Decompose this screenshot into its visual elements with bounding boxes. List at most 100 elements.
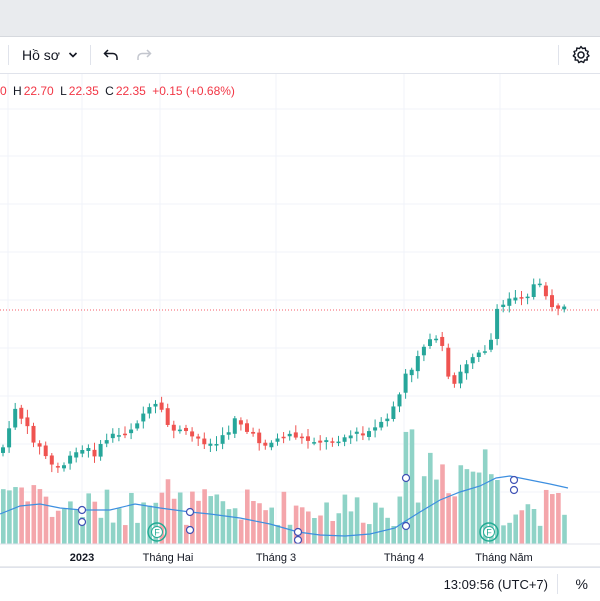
- volume-bar: [74, 509, 79, 544]
- volume-bar: [55, 510, 61, 544]
- volume-bar: [25, 501, 30, 544]
- candle-body: [434, 338, 439, 341]
- volume-bar: [458, 465, 464, 544]
- candle-body: [92, 449, 97, 457]
- candle-body: [7, 428, 12, 448]
- volume-bar: [104, 489, 110, 544]
- profile-label: Hồ sơ: [22, 47, 60, 63]
- volume-bar: [287, 524, 293, 544]
- event-marker: [509, 485, 519, 495]
- candle-body: [263, 442, 268, 446]
- volume-bar: [196, 500, 201, 544]
- status-clock[interactable]: 13:09:56 (UTC+7): [443, 577, 548, 592]
- time-axis-label: 2023: [70, 552, 94, 564]
- earnings-marker-inner: [151, 526, 163, 538]
- volume-bar: [184, 524, 189, 544]
- volume-bar: [238, 519, 244, 544]
- volume-bar: [13, 487, 18, 544]
- candle-body: [501, 304, 506, 308]
- volume-bar: [37, 489, 43, 544]
- volume-bar: [159, 492, 165, 544]
- candle-body: [74, 452, 79, 458]
- candle-body: [80, 450, 85, 454]
- volume-bar: [110, 522, 116, 544]
- redo-icon: [137, 49, 152, 60]
- volume-bar: [531, 508, 537, 544]
- volume-bar: [428, 452, 433, 544]
- candle-body: [62, 465, 66, 469]
- status-bar: 13:09:56 (UTC+7) %: [0, 567, 600, 601]
- volume-bar: [507, 522, 512, 544]
- candle-body: [257, 432, 262, 444]
- candle-body: [360, 433, 365, 436]
- candle-body: [19, 407, 24, 419]
- candle-body: [519, 297, 524, 299]
- candle-body: [312, 442, 317, 444]
- candle-body: [385, 418, 390, 422]
- time-axis-label: Tháng 4: [384, 552, 424, 564]
- candle-body: [287, 433, 292, 437]
- legend-high-value: 22.70: [23, 84, 54, 98]
- profile-dropdown[interactable]: Hồ sơ: [14, 43, 86, 67]
- volume-bar: [379, 507, 384, 544]
- volume-bar: [391, 525, 396, 544]
- volume-bar: [476, 472, 482, 544]
- earnings-marker: [147, 522, 167, 542]
- volume-bar: [550, 494, 555, 544]
- earnings-marker-label: F: [154, 528, 160, 538]
- event-marker: [185, 525, 195, 535]
- volume-bar: [275, 524, 281, 544]
- volume-bar: [165, 479, 171, 544]
- settings-button[interactable]: [568, 43, 594, 67]
- volume-bar: [556, 492, 561, 544]
- candle-body: [299, 436, 304, 439]
- candle-body: [129, 429, 134, 434]
- volume-bar: [373, 502, 378, 544]
- chart-canvas[interactable]: F F 2023 Tháng Hai Tháng 3 Tháng 4 Tháng Năm: [0, 74, 600, 566]
- volume-bar: [129, 492, 134, 544]
- volume-bar: [1, 489, 6, 544]
- volume-bar: [214, 494, 220, 544]
- volume-bar: [525, 504, 531, 544]
- candle-body: [336, 441, 341, 444]
- candle-body: [403, 373, 408, 393]
- candle-body: [220, 435, 225, 444]
- candle-body: [98, 443, 103, 457]
- toolbar-divider: [558, 45, 559, 65]
- candle-body: [86, 447, 91, 451]
- candle-body: [452, 375, 457, 384]
- volume-bar: [116, 508, 122, 544]
- ohlc-legend: 0 H 22.70 L 22.35 C 22.35 +0.15 (+0.68%): [0, 84, 237, 98]
- undo-button[interactable]: [98, 43, 124, 67]
- volume-bar: [31, 485, 37, 544]
- chart-pane[interactable]: F F 2023 Tháng Hai Tháng 3 Tháng 4 Tháng Năm 0…: [0, 74, 600, 566]
- candle-body: [421, 346, 426, 356]
- candle-body: [1, 447, 5, 453]
- candle-body: [31, 425, 36, 443]
- volume-bar: [251, 501, 256, 544]
- candle-body: [165, 408, 170, 425]
- candle-body: [318, 440, 323, 443]
- candle-body: [104, 440, 109, 444]
- legend-open-value: 0: [0, 84, 7, 98]
- volume-bar: [68, 501, 73, 544]
- candle-body: [159, 402, 164, 410]
- volume-bar: [348, 511, 354, 544]
- candle-body: [507, 298, 512, 306]
- candle-body: [232, 418, 237, 434]
- volume-bar: [171, 498, 177, 544]
- event-marker: [77, 517, 87, 527]
- candle-body: [470, 357, 475, 364]
- percent-scale-toggle[interactable]: %: [575, 576, 588, 592]
- redo-button[interactable]: [131, 43, 157, 67]
- volume-bar: [62, 508, 67, 544]
- candle-body: [110, 433, 115, 439]
- candle-body: [550, 295, 554, 308]
- candle-body: [238, 420, 243, 425]
- event-marker: [293, 527, 303, 537]
- candle-body: [379, 421, 384, 428]
- candle-body: [440, 336, 445, 346]
- candle-body: [391, 406, 396, 419]
- candle-body: [543, 285, 548, 297]
- candle-body: [397, 394, 402, 407]
